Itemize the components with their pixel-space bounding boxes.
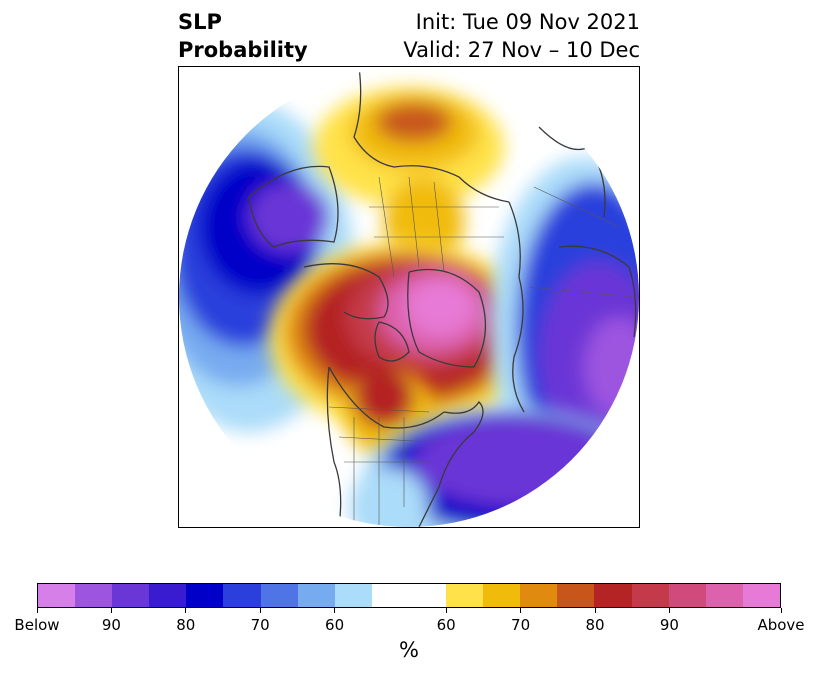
colorbar-tick — [36, 608, 38, 613]
colorbar-unit-label: % — [399, 638, 419, 662]
colorbar-tick-label: Above — [757, 616, 805, 634]
colorbar-tick — [445, 608, 447, 613]
colorbar-segment — [705, 584, 743, 607]
colorbar-segment — [631, 584, 669, 607]
colorbar-tick-label: 70 — [511, 616, 531, 634]
colorbar-segment — [483, 584, 521, 607]
colorbar-segment — [520, 584, 558, 607]
init-date: Init: Tue 09 Nov 2021 — [415, 10, 640, 34]
colorbar-segment — [260, 584, 298, 607]
title-line-probability: Probability — [178, 38, 308, 62]
colorbar-segment — [742, 584, 780, 607]
map-panel — [178, 66, 640, 528]
colorbar-segment — [371, 584, 409, 607]
colorbar-tick — [259, 608, 261, 613]
colorbar-tick — [520, 608, 522, 613]
colorbar-tick — [110, 608, 112, 613]
colorbar-tick-label: Below — [14, 616, 60, 634]
colorbar — [37, 583, 781, 608]
colorbar-segment — [112, 584, 150, 607]
colorbar-tick-label: 80 — [176, 616, 196, 634]
arctic-above-area — [269, 242, 539, 432]
valid-range: Valid: 27 Nov – 10 Dec — [403, 38, 640, 62]
colorbar-tick-label: 60 — [325, 616, 345, 634]
colorbar-tick-label: 90 — [659, 616, 679, 634]
colorbar-segment — [446, 584, 484, 607]
title-dates: Init: Tue 09 Nov 2021 Valid: 27 Nov – 10… — [403, 8, 640, 64]
title-line-slp: SLP — [178, 10, 222, 34]
probability-map — [179, 67, 639, 527]
colorbar-tick-label: 70 — [250, 616, 270, 634]
colorbar-tick — [780, 608, 782, 613]
title-variable: SLP Probability — [178, 8, 308, 64]
coastlines — [248, 67, 637, 527]
colorbar-tick-label: 80 — [585, 616, 605, 634]
colorbar-segment — [297, 584, 335, 607]
probability-shading — [179, 67, 639, 527]
colorbar-segment — [186, 584, 224, 607]
colorbar-segment — [149, 584, 187, 607]
colorbar-tick — [668, 608, 670, 613]
colorbar-segment — [668, 584, 706, 607]
colorbar-tick-label: 90 — [101, 616, 121, 634]
colorbar-tick — [334, 608, 336, 613]
colorbar-tick — [594, 608, 596, 613]
colorbar-segment — [223, 584, 261, 607]
political-borders — [328, 176, 635, 527]
colorbar-segment — [557, 584, 595, 607]
colorbar-segment — [75, 584, 113, 607]
colorbar-segment — [408, 584, 447, 607]
colorbar-segment — [594, 584, 632, 607]
colorbar-segment — [334, 584, 372, 607]
colorbar-tick — [185, 608, 187, 613]
colorbar-tick-label: 60 — [436, 616, 456, 634]
colorbar-segment — [38, 584, 76, 607]
